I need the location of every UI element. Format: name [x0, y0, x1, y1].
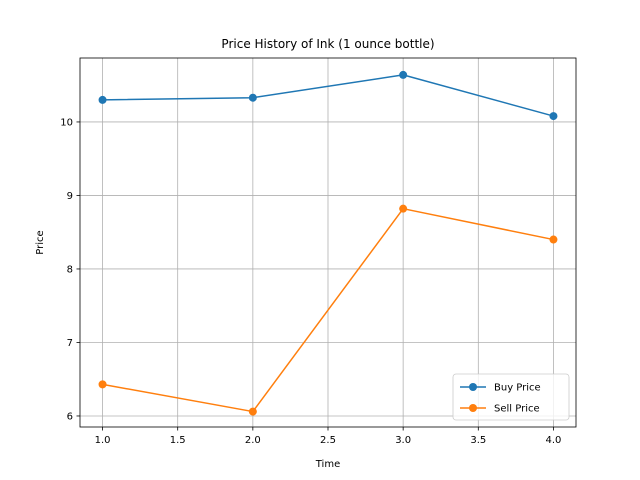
data-point	[399, 70, 408, 79]
x-tick-label: 2.0	[245, 435, 261, 446]
x-tick-label: 2.5	[320, 435, 336, 446]
series-0	[98, 70, 558, 121]
grid	[80, 58, 576, 427]
series-line	[102, 207, 554, 413]
data-point	[399, 204, 408, 213]
y-tick-label: 9	[67, 191, 73, 202]
legend-swatch-marker	[469, 404, 477, 412]
legend-label: Buy Price	[494, 383, 541, 394]
data-point	[549, 235, 558, 244]
x-tick-label: 1.0	[95, 435, 111, 446]
data-point	[549, 112, 558, 121]
legend-item: Sell Price	[460, 404, 540, 415]
series-1	[98, 204, 558, 416]
legend-swatch-marker	[469, 383, 477, 391]
y-tick-label: 7	[67, 338, 73, 349]
x-axis-title: Time	[315, 459, 340, 470]
legend: Buy Price Sell Price	[452, 373, 570, 421]
x-tick-label: 1.5	[170, 435, 186, 446]
legend-label: Sell Price	[494, 404, 540, 415]
series-line	[102, 74, 554, 117]
y-axis-title: Price	[35, 230, 46, 254]
ticks: 1.0 1.5 2.0 2.5 3.0 3.5 4.0 6 7 8 9 10	[60, 117, 561, 446]
data-point	[98, 95, 107, 104]
data-point	[248, 407, 257, 416]
data-point	[248, 93, 257, 102]
legend-item: Buy Price	[460, 383, 541, 394]
y-tick-label: 10	[60, 117, 73, 128]
x-tick-label: 3.5	[470, 435, 486, 446]
y-tick-label: 6	[67, 411, 73, 422]
chart-title: Price History of Ink (1 ounce bottle)	[221, 37, 434, 51]
data-point	[98, 380, 107, 389]
x-tick-label: 3.0	[395, 435, 411, 446]
y-tick-label: 8	[67, 264, 73, 275]
x-tick-label: 4.0	[546, 435, 562, 446]
series-layer	[98, 70, 558, 416]
